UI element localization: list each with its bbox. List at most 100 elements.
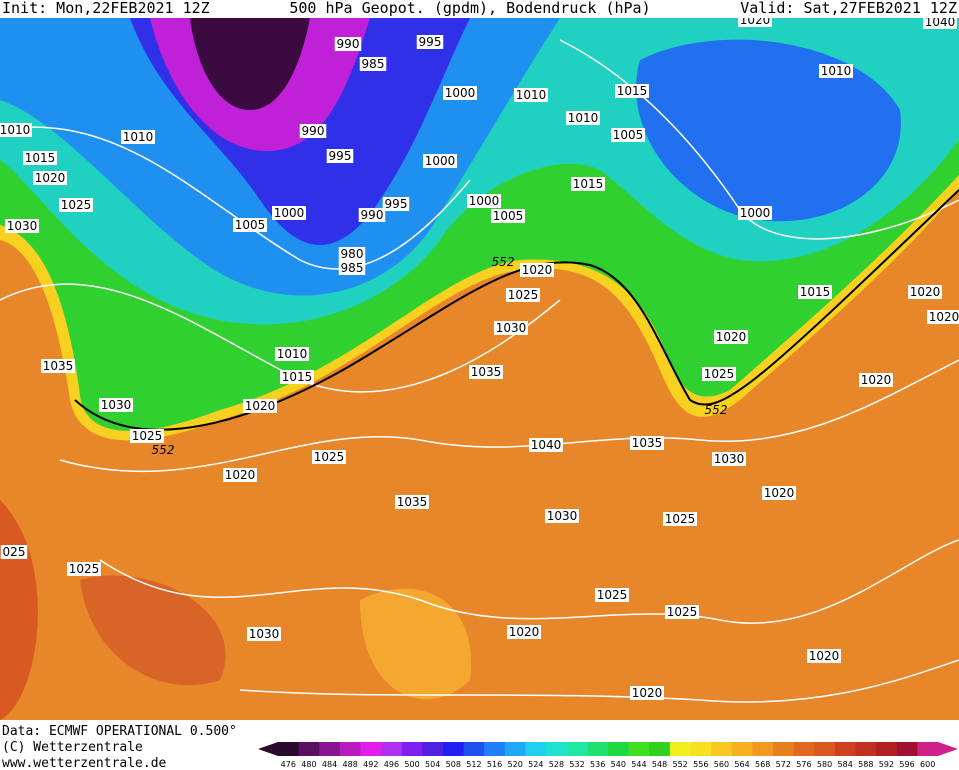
cool-area <box>360 588 472 700</box>
colorbar-swatch <box>381 742 403 756</box>
isobar-label-bg <box>312 450 346 464</box>
colorbar-label: 480 <box>301 760 316 769</box>
colorbar-label: 600 <box>920 760 935 769</box>
isobar-label-bg <box>23 151 57 165</box>
colorbar-label: 552 <box>673 760 688 769</box>
colorbar-label: 592 <box>879 760 894 769</box>
colorbar-label: 476 <box>281 760 296 769</box>
colorbar-label: 536 <box>590 760 605 769</box>
isobar-label: 552 <box>705 403 728 417</box>
isobar-label: 1030 <box>249 627 280 641</box>
colorbar-label: 524 <box>528 760 543 769</box>
isobar-label-bg <box>275 347 309 361</box>
isobar-label: 1020 <box>632 686 663 700</box>
isobar-label: 1025 <box>314 450 345 464</box>
colorbar-swatch <box>793 742 815 756</box>
isobar-label: 1010 <box>568 111 599 125</box>
isobar-label: 1025 <box>704 367 735 381</box>
isobar-label: 1020 <box>809 649 840 663</box>
isobar-label: 1000 <box>740 206 771 220</box>
isobar-label: 1020 <box>716 330 747 344</box>
isobar-label-bg <box>520 263 554 277</box>
colorbar-label: 484 <box>322 760 337 769</box>
isobar-label: 552 <box>152 443 175 457</box>
isobar-label-bg <box>611 128 645 142</box>
isobar-label: 1020 <box>929 310 959 324</box>
isobar-label-bg <box>334 37 362 51</box>
isobar-label: 1030 <box>547 509 578 523</box>
isobar-label: 1000 <box>274 206 305 220</box>
isobar-label-bg <box>299 124 327 138</box>
isobar-label: 1015 <box>800 285 831 299</box>
isobar-label-bg <box>859 373 893 387</box>
isobar-label: 1025 <box>132 429 163 443</box>
colorbar-label: 504 <box>425 760 440 769</box>
isobar-label-bg <box>243 399 277 413</box>
isobar-label: 990 <box>337 37 360 51</box>
isobar-label: 1000 <box>425 154 456 168</box>
isobar-label: 985 <box>341 261 364 275</box>
init-time: Init: Mon,22FEB2021 12Z <box>2 0 210 17</box>
colorbar-swatch <box>669 742 691 756</box>
isobar-label: 995 <box>385 197 408 211</box>
copyright: (C) Wetterzentrale <box>2 740 143 755</box>
colorbar-swatch <box>339 742 361 756</box>
colorbar-label: 492 <box>363 760 378 769</box>
colorbar: 476 480 484 488 492 496 500 504 508 512 516 520 524 5… <box>258 742 958 769</box>
isobar-label: 1025 <box>665 512 696 526</box>
colorbar-label: 576 <box>796 760 811 769</box>
colorbar-label: 532 <box>569 760 584 769</box>
isobar-label-bg <box>395 495 429 509</box>
isobar-label: 1015 <box>25 151 56 165</box>
colorbar-swatch <box>546 742 568 756</box>
isobar-label: 1020 <box>861 373 892 387</box>
colorbar-label: 496 <box>384 760 399 769</box>
isobar-label-bg <box>33 171 67 185</box>
colorbar-label: 580 <box>817 760 832 769</box>
isobar-label-bg <box>443 86 477 100</box>
isobar-label: 1030 <box>496 321 527 335</box>
colorbar-label: 584 <box>838 760 853 769</box>
colorbar-swatch <box>587 742 609 756</box>
blue-area <box>636 39 901 222</box>
isobar-label: 1005 <box>235 218 266 232</box>
isobar-label-bg <box>665 605 699 619</box>
colorbar-swatch <box>649 742 671 756</box>
colorbar-swatch <box>628 742 650 756</box>
isobar-label: 990 <box>302 124 325 138</box>
isobar-label: 1005 <box>613 128 644 142</box>
colorbar-swatch <box>608 742 630 756</box>
isobar-label-bg <box>494 321 528 335</box>
isobar-label: 1015 <box>617 84 648 98</box>
isobar-label-bg <box>908 285 942 299</box>
isobar-label-bg <box>615 84 649 98</box>
colorbar-label: 560 <box>714 760 729 769</box>
colorbar-arrow-right <box>938 742 958 756</box>
isobar-label: 980 <box>341 247 364 261</box>
isobar-label: 995 <box>329 149 352 163</box>
isobar-label: 1000 <box>469 194 500 208</box>
isobar-label: 1040 <box>531 438 562 452</box>
colorbar-swatch <box>876 742 898 756</box>
isobar-label-bg <box>338 261 366 275</box>
colorbar-swatch <box>731 742 753 756</box>
colorbar-swatch <box>525 742 547 756</box>
isobar-label: 1000 <box>445 86 476 100</box>
isobar-label: 1020 <box>225 468 256 482</box>
isobar-label: 1025 <box>69 562 100 576</box>
colorbar-label: 588 <box>858 760 873 769</box>
colorbar-label: 572 <box>776 760 791 769</box>
colorbar-swatch <box>278 742 300 756</box>
isobar-label: 1015 <box>573 177 604 191</box>
isobar-label-bg <box>130 429 164 443</box>
isobar-label: 1030 <box>714 452 745 466</box>
colorbar-swatch <box>504 742 526 756</box>
isobar-label: 1035 <box>397 495 428 509</box>
isobar-label: 995 <box>419 35 442 49</box>
isobar-label-bg <box>338 247 366 261</box>
isobar-label-bg <box>506 288 540 302</box>
isobar-label: 1030 <box>7 219 38 233</box>
colorbar-label: 596 <box>899 760 914 769</box>
isobar-label: 1020 <box>245 399 276 413</box>
url: www.wetterzentrale.de <box>2 756 167 770</box>
